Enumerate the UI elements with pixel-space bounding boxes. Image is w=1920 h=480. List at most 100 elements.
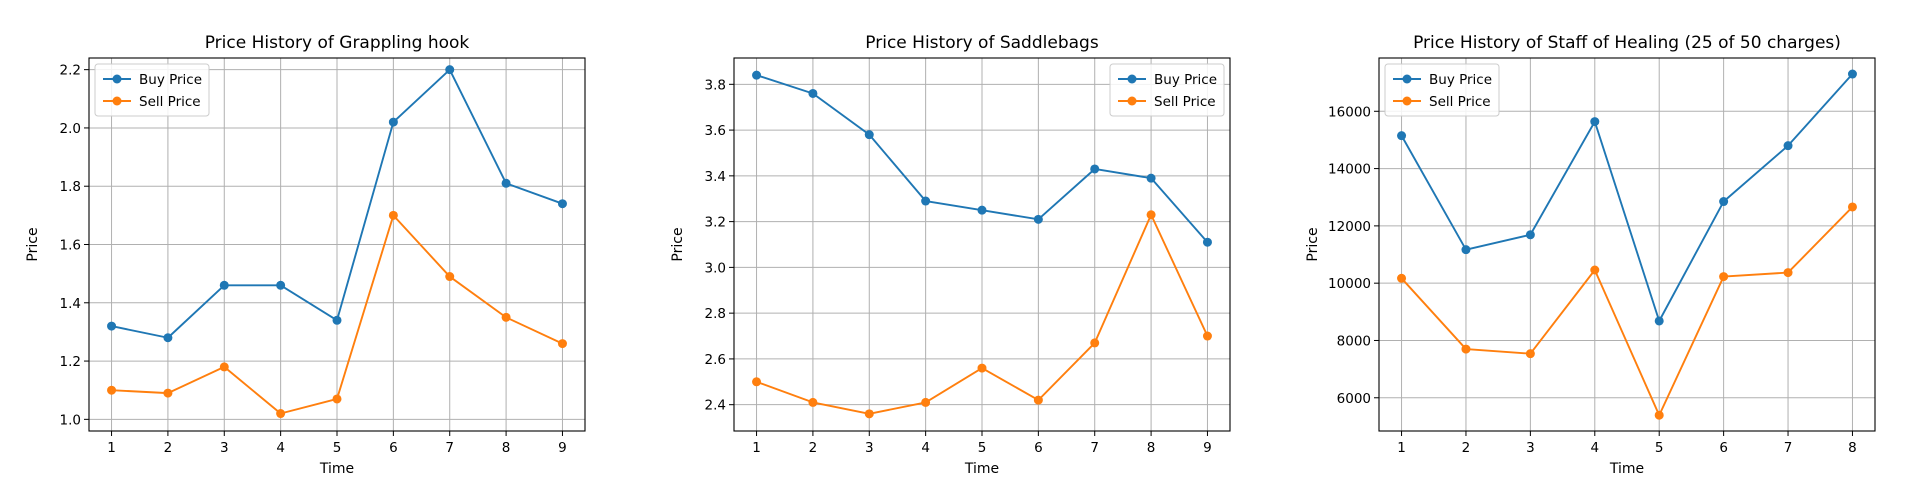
legend-box <box>1109 63 1225 117</box>
y-tick-label: 1.6 <box>60 238 81 254</box>
chart-panel-1: 1 2 3 4 5 6 7 8 9 1.0 1.2 1.4 1.6 1.8 2.0 2.2 Price Hist… <box>25 33 586 477</box>
x-tick-label: 8 <box>502 440 511 456</box>
x-tick-label: 9 <box>1203 440 1212 456</box>
data-point-buy <box>864 130 874 140</box>
y-tick-label: 1.2 <box>60 354 81 370</box>
x-tick-label: 5 <box>1655 440 1664 456</box>
data-point-sell <box>1654 410 1664 420</box>
data-point-buy <box>1202 237 1212 247</box>
data-point-buy <box>1146 173 1156 183</box>
legend: Buy Price Sell Price <box>94 63 210 117</box>
data-point-buy <box>752 70 762 80</box>
x-tick-label: 1 <box>1397 440 1406 456</box>
data-point-sell <box>332 394 342 404</box>
data-point-buy <box>977 205 987 215</box>
data-point-sell <box>977 363 987 373</box>
data-point-sell <box>1783 268 1793 278</box>
y-tick-label: 1.8 <box>60 179 81 195</box>
data-point-buy <box>1461 245 1471 255</box>
y-tick-label: 6000 <box>1337 391 1371 407</box>
x-tick-label: 4 <box>1590 440 1599 456</box>
x-tick-label: 3 <box>220 440 229 456</box>
y-tick-label: 3.6 <box>705 123 726 139</box>
chart-panel-3: 1 2 3 4 5 6 7 8 6000 8000 10000 12000 14000 16000 Pric… <box>1305 33 1876 477</box>
legend-marker <box>1127 96 1137 106</box>
y-tick-label: 3.4 <box>705 169 726 185</box>
data-point-buy <box>332 315 342 325</box>
legend-label: Buy Price <box>1429 72 1492 88</box>
x-tick-label: 8 <box>1848 440 1857 456</box>
data-point-sell <box>1847 202 1857 212</box>
y-tick-label: 3.2 <box>705 215 726 231</box>
data-point-buy <box>1654 316 1664 326</box>
x-tick-label: 1 <box>752 440 761 456</box>
x-tick-label: 4 <box>276 440 285 456</box>
data-point-buy <box>1719 197 1729 207</box>
y-tick-label: 2.2 <box>60 63 81 79</box>
data-point-sell <box>864 409 874 419</box>
x-tick-label: 5 <box>978 440 987 456</box>
x-tick-label: 4 <box>921 440 930 456</box>
data-point-sell <box>1719 272 1729 282</box>
legend-label: Buy Price <box>139 72 202 88</box>
legend-marker <box>1402 74 1412 84</box>
legend-label: Sell Price <box>139 94 201 110</box>
legend-marker <box>112 74 122 84</box>
data-point-buy <box>1525 230 1535 240</box>
y-tick-label: 10000 <box>1328 276 1371 292</box>
data-point-sell <box>1090 338 1100 348</box>
data-point-buy <box>808 88 818 98</box>
data-point-sell <box>808 397 818 407</box>
legend-marker <box>1127 74 1137 84</box>
data-point-buy <box>1590 117 1600 127</box>
y-tick-label: 12000 <box>1328 219 1371 235</box>
x-tick-label: 7 <box>445 440 454 456</box>
data-point-sell <box>1033 395 1043 405</box>
data-point-buy <box>1090 164 1100 174</box>
data-point-buy <box>219 280 229 290</box>
x-axis-label: Time <box>1609 461 1644 477</box>
chart-title: Price History of Saddlebags <box>865 33 1099 53</box>
legend-box <box>1384 63 1500 117</box>
data-point-sell <box>1590 265 1600 275</box>
x-axis-label: Time <box>319 461 354 477</box>
x-tick-label: 7 <box>1090 440 1099 456</box>
legend: Buy Price Sell Price <box>1384 63 1500 117</box>
series-line-buy <box>1400 73 1854 322</box>
data-point-sell <box>388 210 398 220</box>
x-tick-label: 5 <box>333 440 342 456</box>
chart-title: Price History of Grappling hook <box>205 33 470 53</box>
data-point-sell <box>219 362 229 372</box>
x-tick-label: 6 <box>1034 440 1043 456</box>
data-point-buy <box>445 65 455 75</box>
data-point-buy <box>501 178 511 188</box>
x-tick-label: 7 <box>1784 440 1793 456</box>
data-point-sell <box>501 312 511 322</box>
chart-title: Price History of Staff of Healing (25 of… <box>1413 33 1841 53</box>
x-tick-label: 8 <box>1147 440 1156 456</box>
data-point-buy <box>557 199 567 209</box>
legend-box <box>94 63 210 117</box>
y-tick-label: 2.0 <box>60 121 81 137</box>
data-point-buy <box>1783 141 1793 151</box>
data-point-buy <box>388 117 398 127</box>
data-point-buy <box>1397 131 1407 141</box>
series-line-sell <box>1400 206 1854 417</box>
x-axis-label: Time <box>964 461 999 477</box>
data-point-sell <box>1461 344 1471 354</box>
y-tick-label: 3.0 <box>705 260 726 276</box>
data-point-sell <box>107 385 117 395</box>
data-point-sell <box>1202 331 1212 341</box>
legend-label: Sell Price <box>1429 94 1491 110</box>
y-tick-label: 3.8 <box>705 77 726 93</box>
y-axis-label: Price <box>1305 227 1321 261</box>
y-tick-label: 14000 <box>1328 162 1371 178</box>
data-point-sell <box>163 388 173 398</box>
y-tick-label: 1.4 <box>60 296 81 312</box>
x-tick-label: 2 <box>809 440 818 456</box>
legend-label: Buy Price <box>1154 72 1217 88</box>
x-tick-label: 1 <box>107 440 116 456</box>
legend-label: Sell Price <box>1154 94 1216 110</box>
y-tick-label: 1.0 <box>60 412 81 428</box>
y-tick-label: 8000 <box>1337 333 1371 349</box>
